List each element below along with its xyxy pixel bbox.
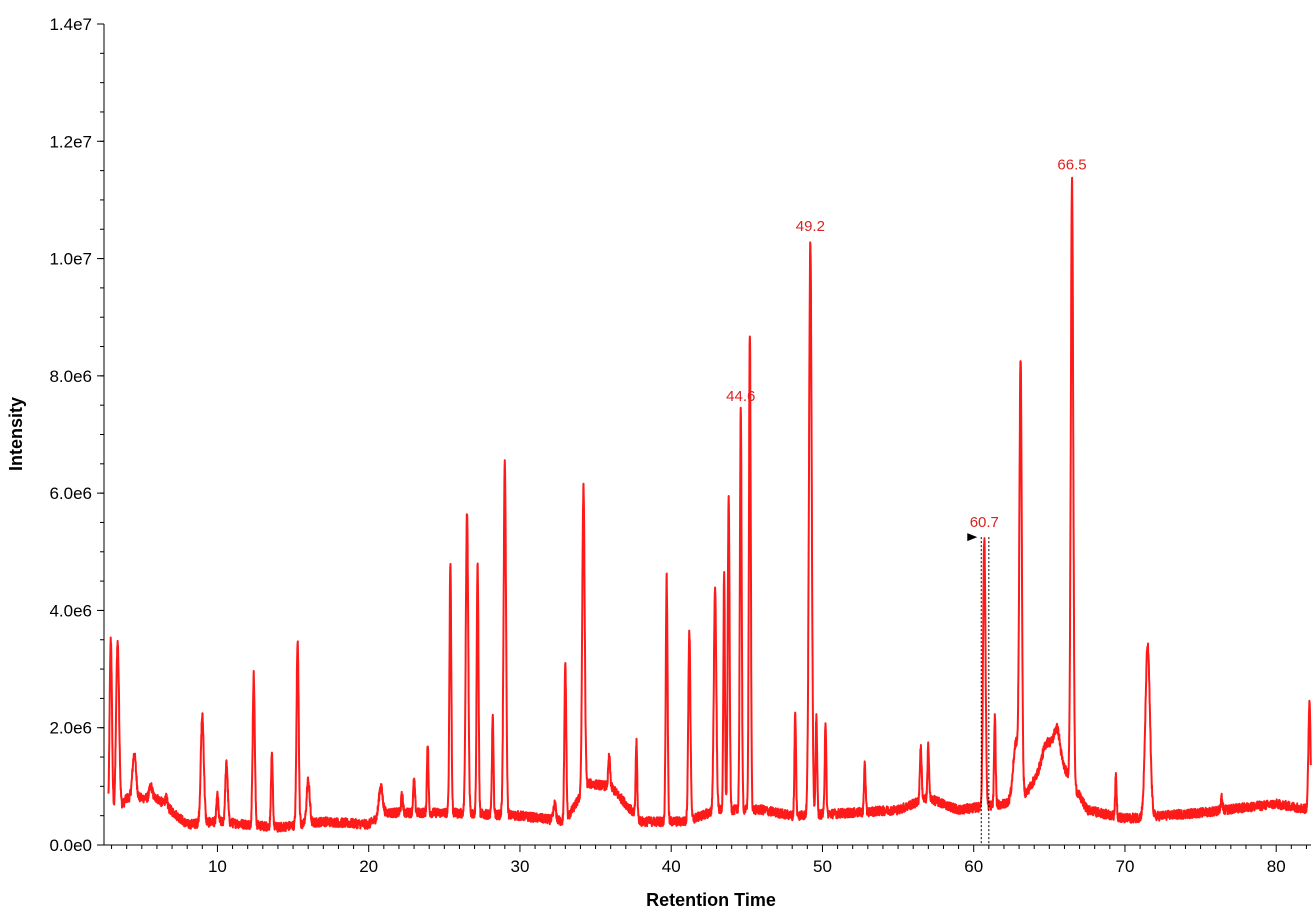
y-axis-title: Intensity [6, 397, 26, 471]
series-line [107, 176, 1312, 833]
peak-label: 66.5 [1057, 156, 1086, 173]
x-tick-label: 80 [1267, 857, 1286, 876]
x-tick-label: 20 [359, 857, 378, 876]
y-tick-label: 8.0e6 [49, 367, 92, 386]
y-tick-label: 1.0e7 [49, 250, 92, 269]
peak-label: 60.7 [970, 514, 999, 531]
x-tick-label: 40 [662, 857, 681, 876]
y-tick-label: 1.2e7 [49, 132, 92, 151]
x-tick-label: 50 [813, 857, 832, 876]
y-tick-label: 0.0e0 [49, 836, 92, 855]
y-tick-label: 6.0e6 [49, 484, 92, 503]
marker-arrow-icon [967, 533, 978, 542]
annotations: 44.6 49.2 60.7 66.5 [726, 156, 1087, 845]
axes: 0.0e0 2.0e6 4.0e6 6.0e6 8.0e6 1.0e7 1.2e7 1.4e7… [49, 15, 1311, 876]
y-tick-label: 4.0e6 [49, 601, 92, 620]
y-tick-label: 2.0e6 [49, 719, 92, 738]
x-tick-label: 60 [964, 857, 983, 876]
x-tick-label: 10 [208, 857, 227, 876]
x-tick-label: 30 [510, 857, 529, 876]
x-tick-label: 70 [1115, 857, 1134, 876]
peak-label: 49.2 [796, 218, 825, 235]
series [107, 176, 1312, 833]
x-axis-title: Retention Time [646, 890, 776, 910]
y-tick-label: 1.4e7 [49, 15, 92, 34]
peak-label: 44.6 [726, 388, 755, 405]
